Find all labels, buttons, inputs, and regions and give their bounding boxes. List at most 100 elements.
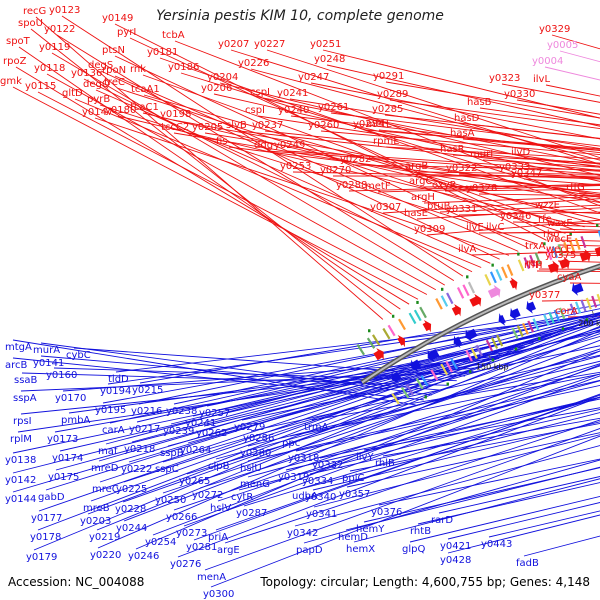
forward-gene-label: trxA <box>525 241 546 252</box>
map-title: Yersinia pestis KIM 10, complete genome <box>156 8 444 24</box>
forward-gene-label: y0180 <box>105 105 136 116</box>
forward-gene-label: y0227 <box>254 39 285 50</box>
forward-leader-line <box>421 184 600 188</box>
forward-leader-line <box>289 98 600 150</box>
kbp-tick-mark <box>488 354 491 359</box>
feature-block <box>511 327 519 340</box>
forward-gene-label: y0115 <box>25 81 56 92</box>
reverse-leader-line <box>173 312 600 405</box>
reverse-gene-label: y0219 <box>89 532 120 543</box>
reverse-leader-line <box>247 360 600 447</box>
reverse-gene-label: y0144 <box>5 494 36 505</box>
forward-gene-label: y0205 <box>192 122 223 133</box>
reverse-gene-label: y0239 <box>163 426 194 437</box>
feature-block <box>553 309 561 322</box>
reverse-leader-line <box>312 421 600 491</box>
feature-block <box>408 312 417 325</box>
forward-leader-line <box>74 98 482 268</box>
forward-leader-line <box>18 46 401 310</box>
forward-leader-line <box>35 16 384 320</box>
reverse-gene-arrow <box>465 328 478 342</box>
reverse-gene-label: y0421 <box>440 541 471 552</box>
feature-block <box>517 259 525 272</box>
reverse-leader-line <box>224 419 600 544</box>
feature-block <box>543 313 550 326</box>
feature-block <box>523 257 531 270</box>
forward-gene-label: tccC2 <box>161 122 189 133</box>
forward-gene-label: cyaA <box>557 272 582 283</box>
forward-leader-line <box>114 55 528 249</box>
forward-gene-label: argC <box>409 176 432 187</box>
marker-dot <box>538 337 541 341</box>
feature-block <box>506 264 514 277</box>
forward-gene-label: ptsN <box>102 45 125 56</box>
forward-leader-line <box>172 119 600 198</box>
forward-leader-line <box>385 81 600 119</box>
forward-gene-label: wecF <box>546 244 572 255</box>
reverse-gene-label: y0287 <box>236 508 267 519</box>
forward-leader-line <box>94 117 510 256</box>
reverse-gene-label: y0244 <box>116 523 147 534</box>
forward-gene-label: rho <box>543 229 559 240</box>
feature-block <box>501 266 508 279</box>
forward-gene-label: y0119 <box>39 42 70 53</box>
reverse-gene-label: y0341 <box>306 509 337 520</box>
feature-block <box>529 254 536 267</box>
forward-gene-label: ilvE <box>466 222 484 233</box>
forward-leader-line <box>439 204 600 213</box>
reverse-gene-label: tldD <box>108 374 129 385</box>
reverse-gene-label: y0173 <box>47 434 78 445</box>
forward-leader-line <box>348 183 600 192</box>
marker-dot <box>569 232 572 236</box>
reverse-gene-label: y0222 <box>121 464 152 475</box>
reverse-leader-line <box>353 478 600 543</box>
reverse-leader-line <box>186 350 600 475</box>
forward-gene-label: y0147 <box>82 107 113 118</box>
forward-gene-label: y0005 <box>547 40 578 51</box>
forward-leader-line <box>37 91 428 295</box>
forward-leader-line <box>117 115 585 228</box>
forward-gene-label: y0261 <box>318 102 349 113</box>
forward-gene-label: spoU <box>18 18 43 29</box>
forward-leader-line <box>458 173 600 180</box>
reverse-leader-line <box>206 322 600 407</box>
forward-leader-line <box>330 112 600 147</box>
forward-leader-line <box>290 115 600 154</box>
feature-block <box>522 322 529 335</box>
reverse-leader-line <box>217 373 600 502</box>
forward-leader-line <box>204 132 600 196</box>
forward-leader-line <box>466 123 600 140</box>
forward-leader-line <box>482 159 600 168</box>
reverse-gene-label: y0357 <box>339 489 370 500</box>
feature-block <box>557 243 564 257</box>
reverse-gene-label: arcB <box>5 360 28 371</box>
reverse-gene-label: sspC <box>155 464 179 475</box>
marker-dot <box>514 347 518 351</box>
feature-block <box>489 271 497 284</box>
reverse-gene-label: sspA <box>13 393 37 404</box>
accession-label: Accession: NC_004088 <box>8 575 145 589</box>
feature-block <box>465 350 473 362</box>
forward-gene-label: y0333 <box>499 162 530 173</box>
reverse-leader-line <box>131 316 600 443</box>
marker-dot <box>466 275 469 279</box>
reverse-gene-label: y0203 <box>80 516 111 527</box>
feature-block <box>569 303 576 316</box>
forward-gene-label: y0241 <box>277 88 308 99</box>
forward-gene-label: rpoZ <box>3 56 27 67</box>
reverse-leader-line <box>37 320 587 531</box>
reverse-leader-line <box>122 333 600 503</box>
forward-gene-label: y0204 <box>207 72 238 83</box>
reverse-gene-label: y0319 <box>278 472 309 483</box>
marker-dot <box>596 223 599 227</box>
reverse-gene-arrow <box>453 335 463 348</box>
reverse-gene-label: y0177 <box>31 513 62 524</box>
reverse-gene-arrow <box>391 371 402 384</box>
reverse-gene-label: y0175 <box>48 472 79 483</box>
reverse-gene-label: mreD <box>91 463 119 474</box>
forward-gene-label: y0323 <box>489 73 520 84</box>
forward-gene-label: y0289 <box>377 89 408 100</box>
reverse-gene-arrow <box>498 313 506 326</box>
kbp-tick-label: 150 kbp <box>476 363 509 372</box>
feature-block <box>548 311 555 324</box>
